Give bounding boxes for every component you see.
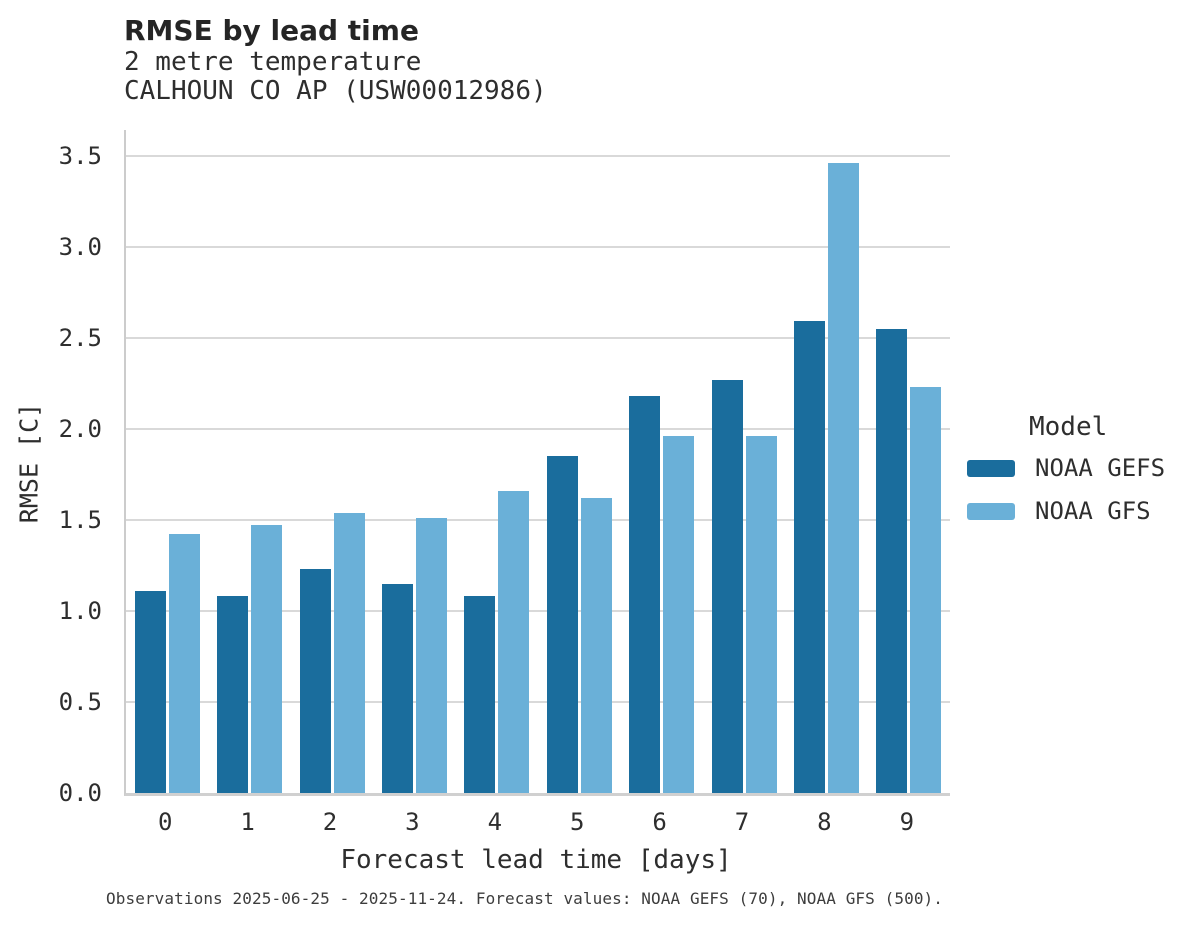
chart-title: RMSE by lead time xyxy=(124,14,419,47)
y-tick-3.0: 3.0 xyxy=(58,232,102,261)
y-tick-3.5: 3.5 xyxy=(58,141,102,170)
legend: Model NOAA GEFS NOAA GFS xyxy=(967,412,1165,540)
bar-noaa-gefs-8 xyxy=(793,321,825,793)
bar-noaa-gfs-0 xyxy=(168,534,200,793)
x-tick-8: 8 xyxy=(817,808,832,836)
bar-noaa-gefs-2 xyxy=(299,568,331,793)
bar-group-5 xyxy=(538,130,620,793)
gridline-1.0 xyxy=(126,609,950,612)
x-axis-label: Forecast lead time [days] xyxy=(340,845,732,875)
title-block: RMSE by lead time 2 metre temperature CA… xyxy=(124,14,547,106)
gridline-2.5 xyxy=(126,336,950,339)
bar-noaa-gefs-4 xyxy=(464,596,496,793)
y-tick-2.0: 2.0 xyxy=(58,414,102,443)
gridline-3.5 xyxy=(126,154,950,157)
y-tick-0.5: 0.5 xyxy=(58,687,102,716)
bars-row xyxy=(126,130,950,793)
y-tick-0.0: 0.0 xyxy=(58,779,102,807)
gfs-swatch-icon xyxy=(967,502,1015,520)
chart-subtitle-station: CALHOUN CO AP (USW00012986) xyxy=(124,76,547,106)
x-tick-2: 2 xyxy=(322,808,338,836)
bar-noaa-gfs-7 xyxy=(745,436,777,793)
x-tick-0: 0 xyxy=(157,808,173,836)
legend-label-gfs: NOAA GFS xyxy=(1035,497,1151,525)
bar-noaa-gfs-9 xyxy=(910,386,942,793)
bar-group-8 xyxy=(785,130,867,793)
gridline-2.0 xyxy=(126,427,950,430)
bar-noaa-gefs-0 xyxy=(134,590,166,793)
bar-noaa-gfs-8 xyxy=(827,162,859,793)
gridline-1.5 xyxy=(126,518,950,521)
x-tick-6: 6 xyxy=(652,808,667,836)
legend-item-gefs: NOAA GEFS xyxy=(967,454,1165,482)
legend-label-gefs: NOAA GEFS xyxy=(1035,454,1166,482)
bar-noaa-gefs-5 xyxy=(546,456,578,793)
bar-group-4 xyxy=(456,130,538,793)
x-tick-5: 5 xyxy=(569,808,585,836)
bar-noaa-gfs-3 xyxy=(415,517,447,793)
bar-noaa-gefs-7 xyxy=(711,379,743,793)
bar-group-2 xyxy=(291,130,373,793)
bar-noaa-gfs-4 xyxy=(498,490,530,793)
legend-item-gfs: NOAA GFS xyxy=(967,497,1165,525)
bar-noaa-gfs-2 xyxy=(333,512,365,793)
bar-noaa-gefs-3 xyxy=(381,583,413,793)
gefs-swatch-icon xyxy=(967,459,1015,477)
gridline-0.5 xyxy=(126,700,950,703)
bar-noaa-gfs-5 xyxy=(580,497,612,793)
y-tick-1.0: 1.0 xyxy=(58,596,102,625)
x-tick-1: 1 xyxy=(240,808,255,836)
x-tick-4: 4 xyxy=(487,808,503,836)
y-tick-2.5: 2.5 xyxy=(58,323,102,352)
chart-subtitle-variable: 2 metre temperature xyxy=(124,47,422,77)
bar-noaa-gefs-1 xyxy=(217,596,249,793)
bar-group-1 xyxy=(208,130,290,793)
bar-noaa-gefs-6 xyxy=(629,395,661,793)
gridline-3.0 xyxy=(126,245,950,248)
bar-noaa-gfs-1 xyxy=(251,525,283,793)
bar-group-7 xyxy=(703,130,785,793)
bar-noaa-gefs-9 xyxy=(876,328,908,793)
bar-group-0 xyxy=(126,130,208,793)
x-tick-3: 3 xyxy=(405,808,420,836)
bar-group-3 xyxy=(373,130,455,793)
bar-noaa-gfs-6 xyxy=(663,436,695,793)
plot-area xyxy=(124,130,950,796)
x-tick-7: 7 xyxy=(734,808,750,836)
bar-group-9 xyxy=(868,130,950,793)
x-tick-9: 9 xyxy=(899,808,915,836)
caption: Observations 2025-06-25 - 2025-11-24. Fo… xyxy=(106,889,944,908)
legend-title: Model xyxy=(1029,412,1108,442)
y-tick-1.5: 1.5 xyxy=(58,505,102,534)
bar-group-6 xyxy=(620,130,702,793)
